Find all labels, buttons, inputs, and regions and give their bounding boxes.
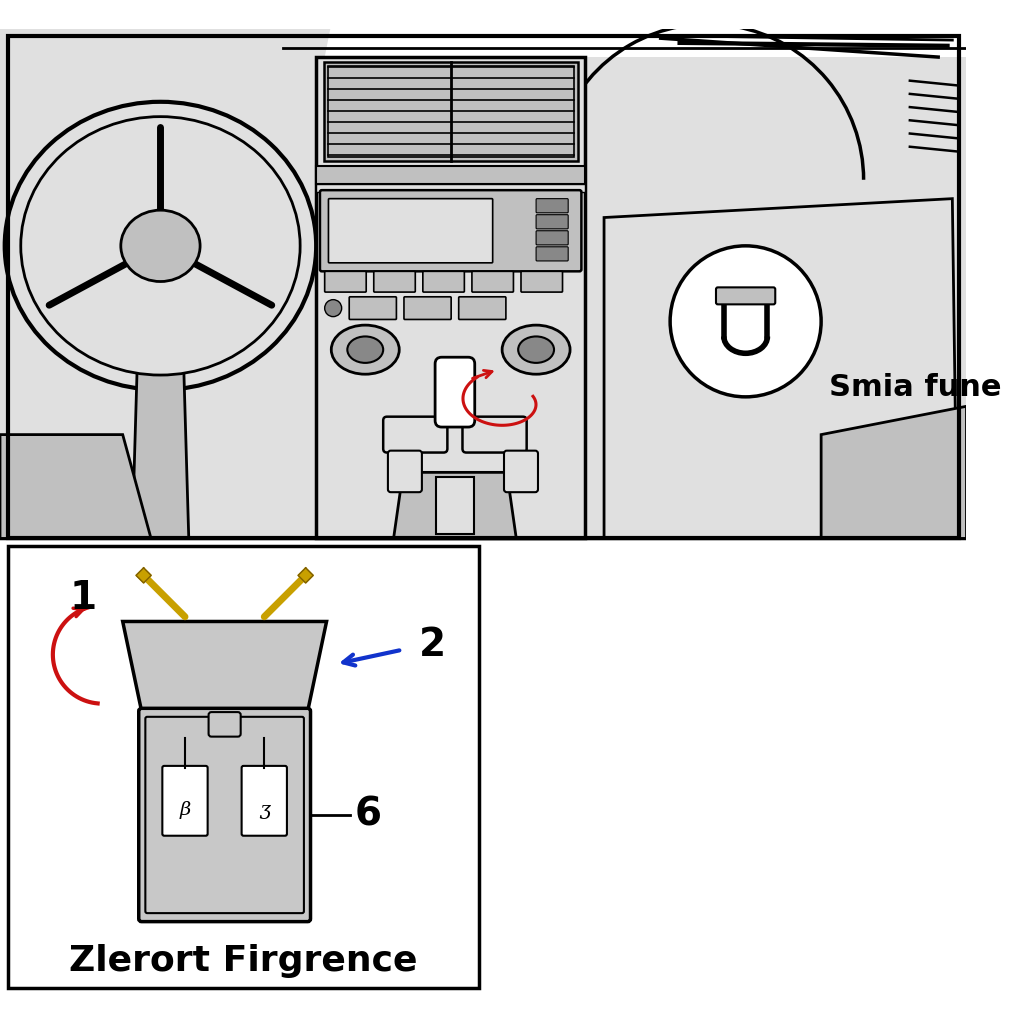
FancyBboxPatch shape [472,271,513,292]
FancyBboxPatch shape [521,271,562,292]
FancyBboxPatch shape [138,709,310,922]
FancyBboxPatch shape [537,199,568,213]
Text: β: β [179,801,190,819]
Bar [7,546,479,988]
FancyBboxPatch shape [435,357,475,427]
Bar [316,184,585,193]
FancyBboxPatch shape [349,297,396,319]
Bar [316,57,585,539]
Ellipse shape [502,326,570,374]
FancyBboxPatch shape [388,451,422,493]
Text: Smia fune: Smia fune [828,373,1001,401]
Polygon shape [604,199,957,539]
Ellipse shape [5,101,316,390]
Polygon shape [123,622,327,711]
Circle shape [325,300,342,316]
Polygon shape [298,568,313,583]
Bar [7,36,958,539]
FancyBboxPatch shape [537,247,568,261]
FancyBboxPatch shape [537,215,568,228]
Ellipse shape [347,337,383,362]
Ellipse shape [121,210,200,282]
FancyBboxPatch shape [537,230,568,245]
Bar [0,29,967,539]
FancyBboxPatch shape [463,417,526,453]
Polygon shape [136,568,152,583]
FancyBboxPatch shape [374,271,416,292]
Ellipse shape [332,326,399,374]
FancyBboxPatch shape [383,417,447,453]
Circle shape [670,246,821,397]
Polygon shape [132,282,188,539]
Bar [324,61,578,161]
FancyBboxPatch shape [459,297,506,319]
Ellipse shape [20,117,300,375]
Text: 1: 1 [70,579,96,616]
Text: 2: 2 [419,626,446,665]
Text: 6: 6 [355,796,382,834]
Bar [316,166,585,184]
Polygon shape [821,407,967,539]
FancyBboxPatch shape [403,297,452,319]
Bar [436,477,474,534]
FancyBboxPatch shape [242,766,287,836]
Polygon shape [0,434,151,539]
FancyBboxPatch shape [209,712,241,736]
Bar [328,66,573,157]
Bar [0,29,967,85]
Polygon shape [585,57,967,539]
FancyBboxPatch shape [145,717,304,913]
Text: ʒ: ʒ [259,801,269,819]
FancyBboxPatch shape [504,451,538,493]
Text: Zlerort Firgrence: Zlerort Firgrence [70,944,418,978]
FancyBboxPatch shape [163,766,208,836]
Polygon shape [393,472,516,539]
Polygon shape [0,29,331,539]
FancyBboxPatch shape [329,199,493,263]
FancyBboxPatch shape [325,271,367,292]
FancyBboxPatch shape [716,288,775,304]
Ellipse shape [518,337,554,362]
FancyBboxPatch shape [423,271,464,292]
FancyBboxPatch shape [319,190,582,271]
